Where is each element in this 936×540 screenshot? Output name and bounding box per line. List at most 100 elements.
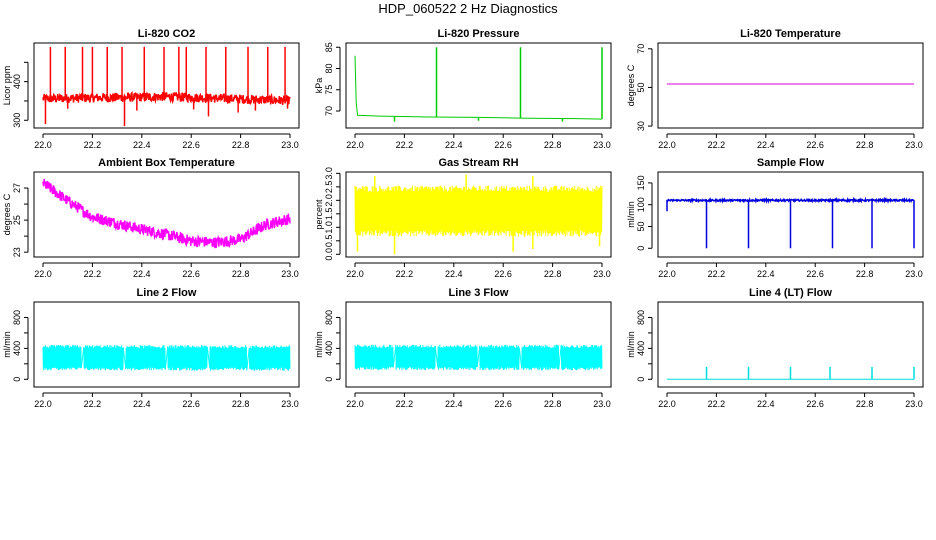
x-tick-label: 23.0 xyxy=(281,140,299,150)
series-band xyxy=(42,344,291,371)
x-tick-label: 22.8 xyxy=(544,140,562,150)
y-tick-label: 0 xyxy=(636,246,646,251)
y-tick-label: 1.0 xyxy=(324,221,334,234)
y-tick-label: 2.0 xyxy=(324,194,334,207)
panel-title: Sample Flow xyxy=(757,157,825,169)
x-tick-label: 22.8 xyxy=(856,399,874,409)
y-tick-label: 0 xyxy=(636,377,646,382)
y-tick-label: 150 xyxy=(636,175,646,190)
x-tick-label: 23.0 xyxy=(281,399,299,409)
x-tick-label: 22.6 xyxy=(494,269,512,279)
y-axis-label: ml/min xyxy=(626,201,636,228)
x-tick-label: 22.4 xyxy=(133,399,151,409)
x-tick-label: 22.4 xyxy=(133,269,151,279)
x-tick-label: 23.0 xyxy=(281,269,299,279)
y-axis-label: degrees C xyxy=(626,64,636,106)
x-tick-label: 22.0 xyxy=(658,269,676,279)
panel-8: Line 3 Flow 22.0 22.2 22.4 22.6 22.8 23.0 0 400 8… xyxy=(314,287,612,409)
y-tick-label: 23 xyxy=(12,247,22,257)
x-tick-label: 22.2 xyxy=(84,269,102,279)
y-tick-label: 800 xyxy=(324,310,334,325)
series-band xyxy=(42,178,291,249)
x-tick-label: 22.0 xyxy=(346,399,364,409)
y-tick-label: 400 xyxy=(324,341,334,356)
y-tick-label: 70 xyxy=(324,106,334,116)
y-tick-label: 0.5 xyxy=(324,235,334,248)
x-tick-label: 22.4 xyxy=(757,399,775,409)
x-tick-label: 22.2 xyxy=(708,399,726,409)
x-tick-label: 23.0 xyxy=(593,140,611,150)
panel-title: Line 2 Flow xyxy=(137,287,197,299)
plot-frame xyxy=(345,42,612,129)
y-tick-label: 85 xyxy=(324,42,334,52)
panel-4: Ambient Box Temperature 22.0 22.2 22.4 22.6 2… xyxy=(2,157,300,279)
x-tick-label: 22.6 xyxy=(806,269,824,279)
x-tick-label: 23.0 xyxy=(905,269,923,279)
y-tick-label: 400 xyxy=(12,74,22,89)
x-tick-label: 22.4 xyxy=(445,269,463,279)
y-tick-label: 300 xyxy=(12,113,22,128)
y-axis-label: kPa xyxy=(314,78,324,94)
x-tick-label: 22.0 xyxy=(658,399,676,409)
x-tick-label: 22.4 xyxy=(445,140,463,150)
x-tick-label: 22.6 xyxy=(494,140,512,150)
x-tick-label: 22.0 xyxy=(34,399,52,409)
x-tick-label: 22.8 xyxy=(544,399,562,409)
panel-9: Line 4 (LT) Flow 22.0 22.2 22.4 22.6 22.8 23.0… xyxy=(626,287,924,409)
y-tick-label: 800 xyxy=(12,310,22,325)
panel-title: Line 3 Flow xyxy=(449,287,509,299)
panel-7: Line 2 Flow 22.0 22.2 22.4 22.6 22.8 23.0 0 400 8… xyxy=(2,287,300,409)
y-tick-label: 3.0 xyxy=(324,167,334,180)
series-band xyxy=(42,91,291,106)
panel-3: Li-820 Temperature 22.0 22.2 22.4 22.6 22.8 23… xyxy=(626,28,924,150)
x-tick-label: 22.4 xyxy=(757,140,775,150)
y-tick-label: 30 xyxy=(636,121,646,131)
data-layer xyxy=(667,366,915,380)
plot-frame xyxy=(657,171,924,258)
data-layer xyxy=(42,178,291,249)
x-tick-label: 22.4 xyxy=(133,140,151,150)
x-tick-label: 22.8 xyxy=(856,269,874,279)
x-tick-label: 23.0 xyxy=(905,399,923,409)
panel-title: Li-820 CO2 xyxy=(138,28,195,40)
y-tick-label: 27 xyxy=(12,183,22,193)
y-axis-label: degrees C xyxy=(2,193,12,235)
y-axis-label: ml/min xyxy=(2,331,12,358)
plot-frame xyxy=(345,171,612,258)
x-tick-label: 22.8 xyxy=(544,269,562,279)
x-tick-label: 22.0 xyxy=(346,140,364,150)
x-tick-label: 22.2 xyxy=(84,140,102,150)
x-tick-label: 22.8 xyxy=(856,140,874,150)
y-tick-label: 2.5 xyxy=(324,181,334,194)
plot-frame xyxy=(345,301,612,388)
y-axis-label: ml/min xyxy=(626,331,636,358)
series-band xyxy=(354,185,603,237)
data-layer xyxy=(666,196,915,249)
y-tick-label: 50 xyxy=(636,221,646,231)
y-tick-label: 800 xyxy=(636,310,646,325)
x-tick-label: 22.0 xyxy=(658,140,676,150)
x-tick-label: 22.6 xyxy=(806,399,824,409)
x-tick-label: 22.8 xyxy=(232,399,250,409)
x-tick-label: 22.2 xyxy=(84,399,102,409)
x-tick-label: 22.2 xyxy=(708,140,726,150)
panel-title: Line 4 (LT) Flow xyxy=(749,287,832,299)
y-tick-label: 70 xyxy=(636,44,646,54)
x-tick-label: 22.4 xyxy=(445,399,463,409)
series-band xyxy=(666,196,915,205)
panel-title: Li-820 Temperature xyxy=(740,28,841,40)
plot-frame xyxy=(33,171,300,258)
x-tick-label: 22.2 xyxy=(396,399,414,409)
y-axis-label: Licor ppm xyxy=(2,66,12,106)
y-tick-label: 100 xyxy=(636,197,646,212)
data-layer xyxy=(354,47,603,122)
y-tick-label: 75 xyxy=(324,85,334,95)
y-tick-label: 400 xyxy=(636,341,646,356)
plot-frame xyxy=(33,42,300,129)
data-layer xyxy=(42,46,291,127)
x-tick-label: 22.8 xyxy=(232,140,250,150)
plot-frame xyxy=(657,42,924,129)
panel-title: Ambient Box Temperature xyxy=(98,157,235,169)
y-tick-label: 80 xyxy=(324,63,334,73)
